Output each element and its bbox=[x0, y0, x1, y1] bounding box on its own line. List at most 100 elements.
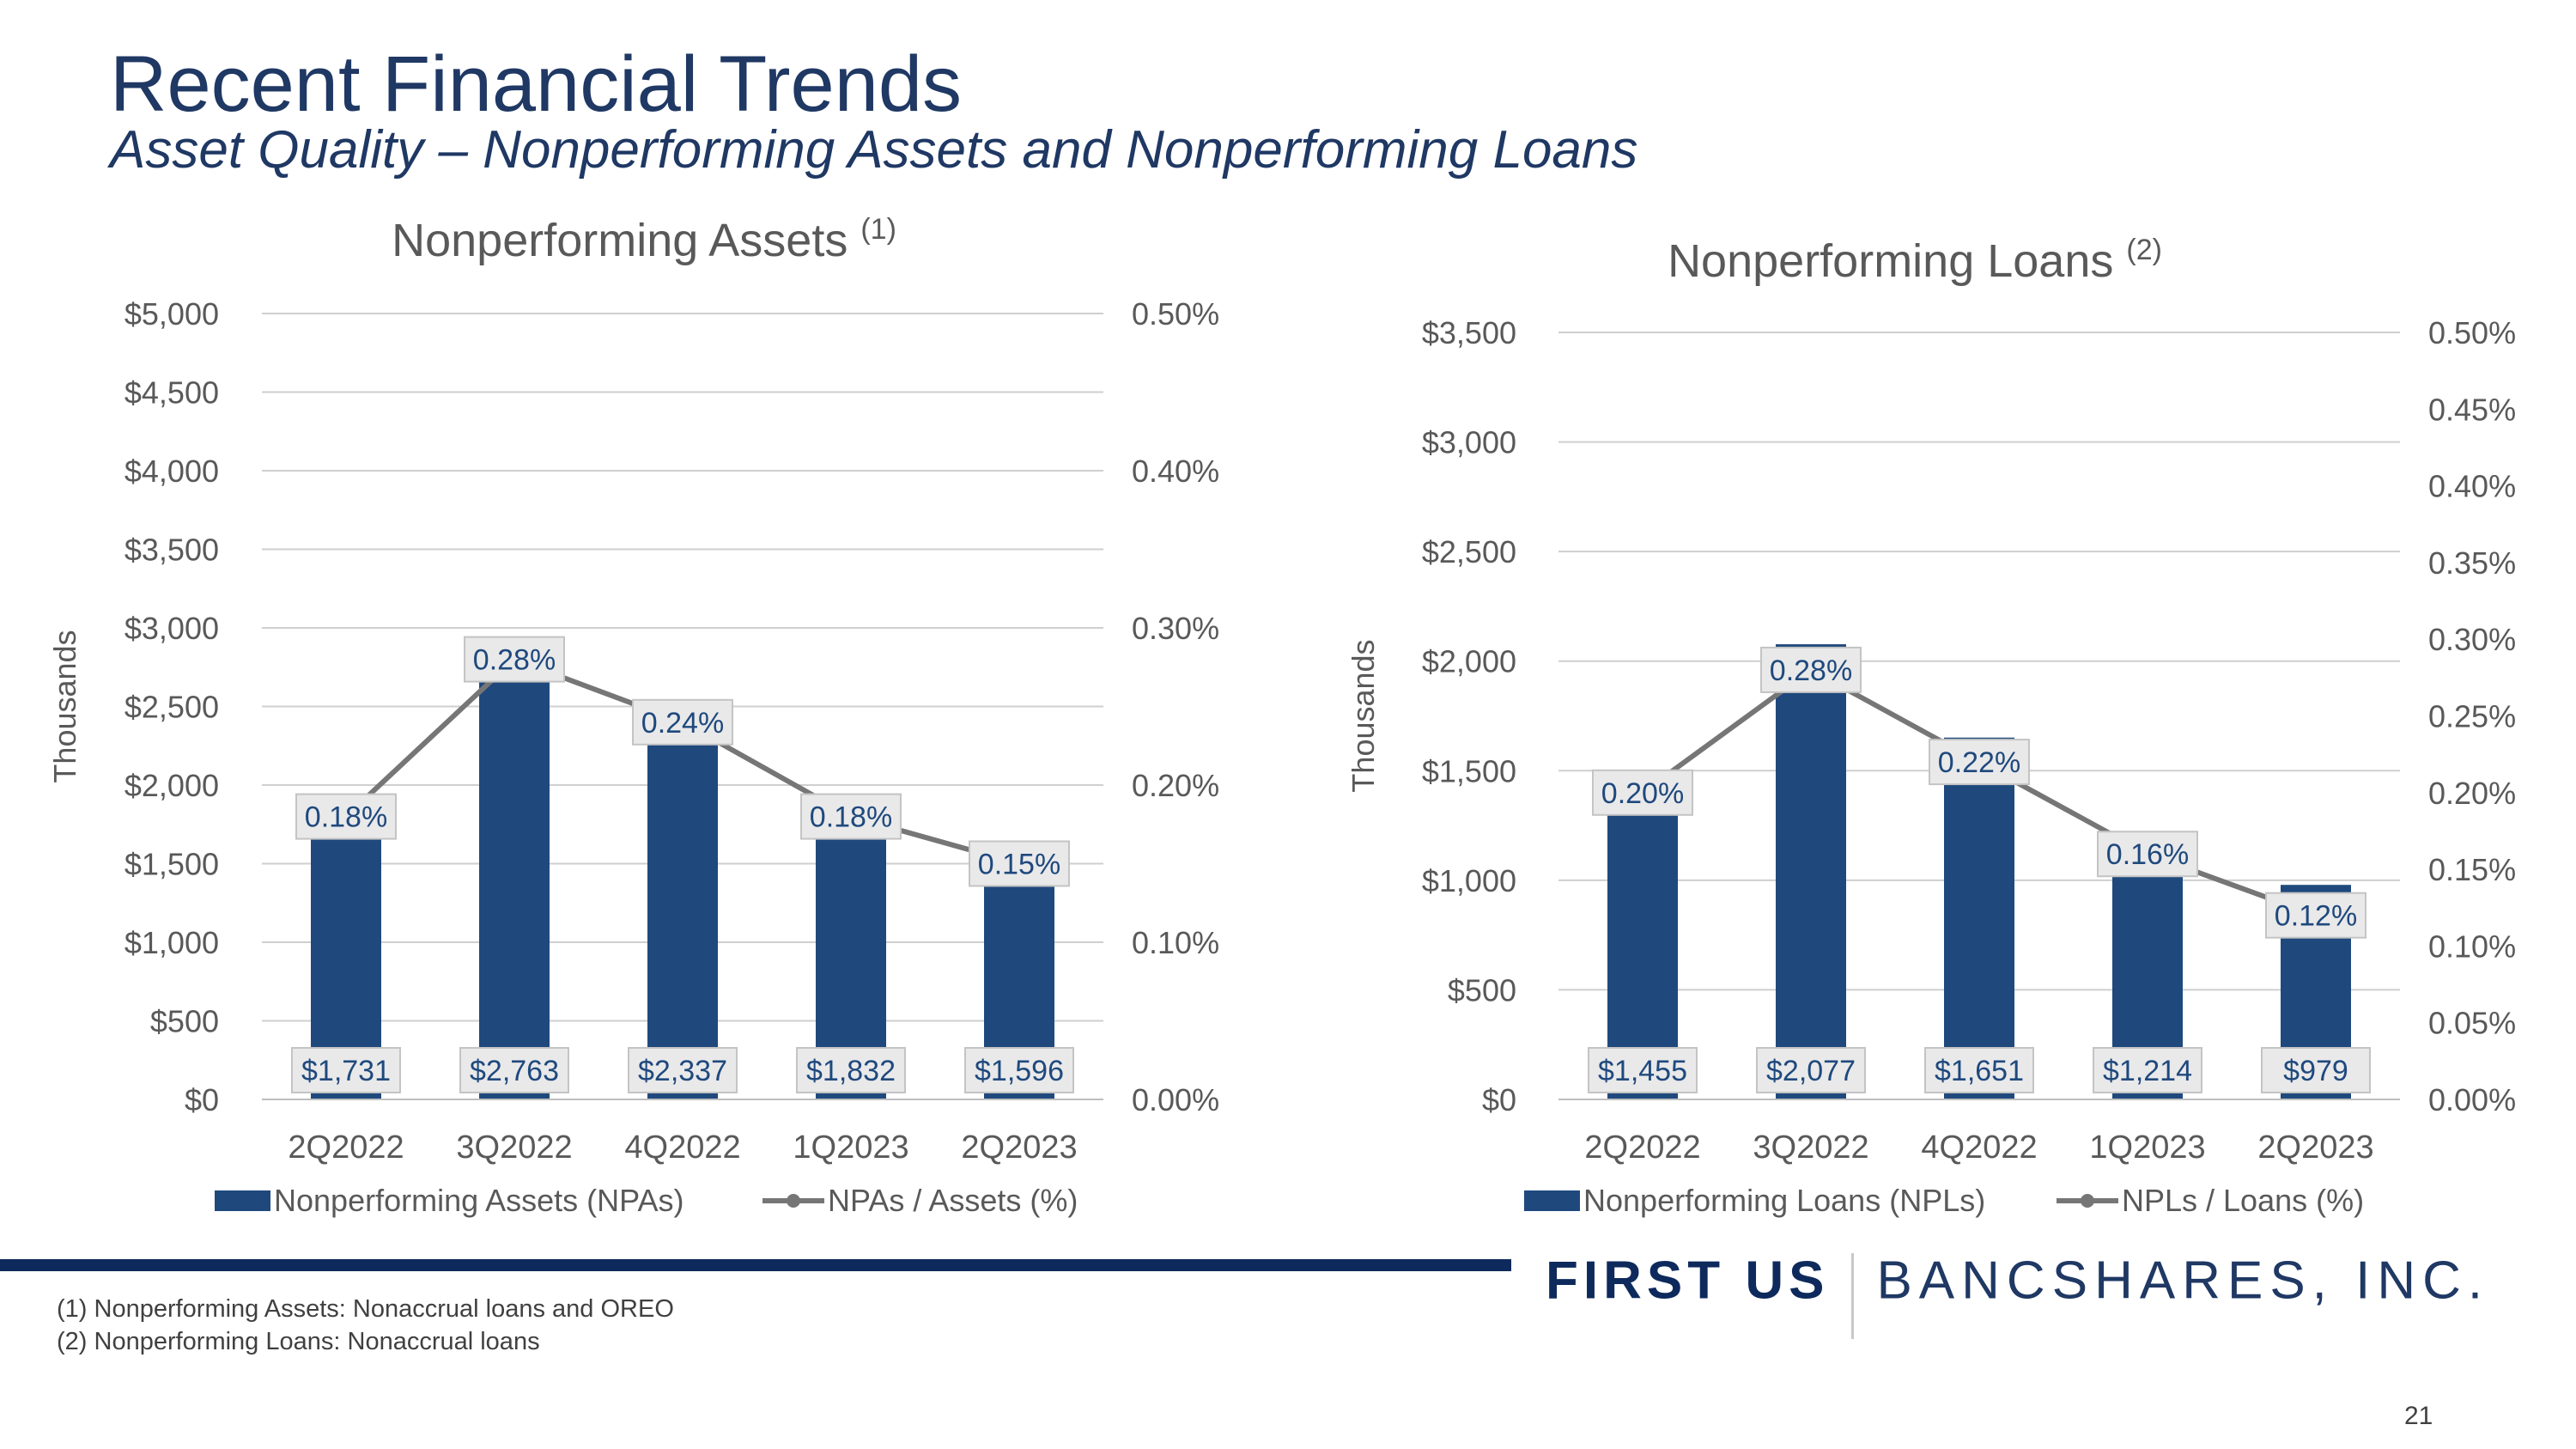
y2-tick-label: 0.35% bbox=[2428, 545, 2516, 581]
ratio-data-label: 0.15% bbox=[969, 840, 1070, 887]
ratio-data-label: 0.28% bbox=[464, 636, 565, 683]
legend-line-entry: NPLs / Loans (%) bbox=[2057, 1183, 2364, 1218]
legend-line-entry: NPAs / Assets (%) bbox=[762, 1183, 1078, 1218]
divider-rule bbox=[0, 1259, 1511, 1271]
y-tick-label: $2,500 bbox=[1422, 534, 1516, 569]
bar-data-label: $2,337 bbox=[628, 1047, 738, 1093]
svg-text:NPLs / Loans (%): NPLs / Loans (%) bbox=[2122, 1183, 2364, 1218]
footnotes: (1) Nonperforming Assets: Nonaccrual loa… bbox=[57, 1293, 674, 1358]
footnote-2: (2) Nonperforming Loans: Nonaccrual loan… bbox=[57, 1328, 540, 1355]
bar-data-label: $979 bbox=[2261, 1047, 2371, 1093]
bar-data-label: $1,214 bbox=[2093, 1047, 2202, 1093]
x-tick-label: 2Q2022 bbox=[1584, 1129, 1700, 1166]
y2-tick-label: 0.45% bbox=[2428, 392, 2516, 427]
svg-text:0.24%: 0.24% bbox=[641, 707, 724, 740]
svg-text:$1,832: $1,832 bbox=[806, 1055, 896, 1087]
y-tick-label: $2,000 bbox=[125, 768, 219, 803]
svg-text:Nonperforming Loans (NPLs): Nonperforming Loans (NPLs) bbox=[1583, 1183, 1985, 1218]
y-axis-label: Thousands bbox=[1346, 639, 1381, 792]
y2-tick-label: 0.50% bbox=[1132, 296, 1219, 332]
x-tick-label: 2Q2023 bbox=[2257, 1129, 2373, 1166]
ratio-data-label: 0.28% bbox=[1760, 646, 1862, 693]
y-tick-label: $500 bbox=[150, 1004, 219, 1039]
y2-tick-label: 0.25% bbox=[2428, 699, 2516, 734]
x-tick-label: 3Q2022 bbox=[1753, 1129, 1868, 1166]
y2-tick-label: 0.05% bbox=[2428, 1006, 2516, 1041]
legend-bar-entry: Nonperforming Assets (NPAs) bbox=[215, 1183, 684, 1218]
chart-title: Nonperforming Loans (2) bbox=[1668, 234, 2162, 287]
y-tick-label: $3,000 bbox=[125, 611, 219, 646]
ratio-data-label: 0.22% bbox=[1929, 739, 2030, 786]
y2-tick-label: 0.30% bbox=[2428, 622, 2516, 657]
chart-nonperforming-loans: Nonperforming Loans (2) $0 $500 $1,000 $1,50… bbox=[1288, 0, 2576, 1258]
page-subtitle: Asset Quality – Nonperforming Assets and… bbox=[110, 120, 1638, 180]
bar-data-label: $1,832 bbox=[796, 1047, 906, 1093]
bar-3Q2022 bbox=[479, 665, 550, 1099]
y-tick-label: $2,500 bbox=[125, 690, 219, 725]
y-tick-label: $5,000 bbox=[125, 296, 219, 332]
x-tick-label: 1Q2023 bbox=[793, 1129, 908, 1166]
svg-text:0.16%: 0.16% bbox=[2106, 838, 2189, 871]
bar-data-label: $1,731 bbox=[291, 1047, 401, 1093]
x-tick-label: 2Q2023 bbox=[961, 1129, 1077, 1166]
y-tick-label: $0 bbox=[1482, 1082, 1516, 1117]
y-tick-label: $4,500 bbox=[125, 375, 219, 411]
y-tick-label: $1,000 bbox=[125, 925, 219, 960]
svg-text:0.15%: 0.15% bbox=[978, 849, 1060, 881]
page-title: Recent Financial Trends bbox=[110, 40, 963, 128]
ratio-data-label: 0.24% bbox=[632, 698, 733, 746]
svg-text:0.20%: 0.20% bbox=[1601, 777, 1684, 810]
svg-text:NPAs / Assets (%): NPAs / Assets (%) bbox=[828, 1183, 1078, 1218]
brand-name-light: BANCSHARES, INC. bbox=[1876, 1251, 2490, 1311]
svg-text:Nonperforming Assets (NPAs): Nonperforming Assets (NPAs) bbox=[274, 1183, 684, 1218]
chart-svg: Nonperforming Assets (1) $0 $500 $1,000 $1,5… bbox=[47, 213, 1219, 1218]
svg-text:$1,214: $1,214 bbox=[2103, 1055, 2192, 1087]
svg-text:$2,337: $2,337 bbox=[638, 1055, 727, 1087]
bar-data-label: $2,077 bbox=[1756, 1047, 1866, 1093]
y-tick-label: $3,500 bbox=[125, 533, 219, 568]
ratio-data-label: 0.12% bbox=[2265, 892, 2366, 939]
x-tick-label: 1Q2023 bbox=[2089, 1129, 2205, 1166]
svg-text:$1,651: $1,651 bbox=[1935, 1055, 2024, 1087]
y-tick-label: $3,000 bbox=[1422, 425, 1516, 460]
y-tick-label: $500 bbox=[1448, 972, 1516, 1008]
chart-nonperforming-assets: Nonperforming Assets (1) $0 $500 $1,000 $1,5… bbox=[0, 0, 1288, 1258]
ratio-data-label: 0.16% bbox=[2097, 831, 2198, 878]
footnote-1: (1) Nonperforming Assets: Nonaccrual loa… bbox=[57, 1295, 674, 1323]
bar-3Q2022 bbox=[1776, 644, 1846, 1099]
svg-text:$2,077: $2,077 bbox=[1766, 1055, 1856, 1087]
y2-tick-label: 0.40% bbox=[1132, 454, 1219, 489]
x-tick-label: 4Q2022 bbox=[624, 1129, 740, 1166]
y-tick-label: $3,500 bbox=[1422, 315, 1516, 350]
svg-text:0.18%: 0.18% bbox=[305, 801, 387, 834]
bar-4Q2022 bbox=[647, 732, 718, 1099]
y-tick-label: $4,000 bbox=[125, 454, 219, 489]
y2-tick-label: 0.40% bbox=[2428, 469, 2516, 504]
svg-text:0.18%: 0.18% bbox=[810, 801, 892, 834]
y2-tick-label: 0.00% bbox=[1132, 1082, 1219, 1117]
y2-tick-label: 0.15% bbox=[2428, 852, 2516, 887]
svg-text:$979: $979 bbox=[2283, 1055, 2348, 1087]
x-tick-label: 2Q2022 bbox=[288, 1129, 404, 1166]
y2-tick-label: 0.10% bbox=[2428, 928, 2516, 964]
svg-text:0.12%: 0.12% bbox=[2275, 900, 2357, 933]
brand-separator bbox=[1851, 1253, 1855, 1339]
x-tick-label: 3Q2022 bbox=[456, 1129, 572, 1166]
chart-svg: Nonperforming Loans (2) $0 $500 $1,000 $1,50… bbox=[1346, 234, 2516, 1218]
svg-text:0.28%: 0.28% bbox=[1770, 654, 1852, 687]
bar-data-label: $1,596 bbox=[964, 1047, 1074, 1093]
bar-data-label: $2,763 bbox=[459, 1047, 569, 1093]
y2-tick-label: 0.20% bbox=[1132, 768, 1219, 803]
ratio-data-label: 0.18% bbox=[800, 793, 902, 840]
y-tick-label: $2,000 bbox=[1422, 644, 1516, 679]
x-tick-label: 4Q2022 bbox=[1921, 1129, 2037, 1166]
y-tick-label: $1,000 bbox=[1422, 863, 1516, 898]
legend-bar-entry: Nonperforming Loans (NPLs) bbox=[1524, 1183, 1985, 1218]
bar-data-label: $1,651 bbox=[1924, 1047, 2034, 1093]
brand-name-strong: FIRST US bbox=[1546, 1251, 1830, 1311]
svg-text:$2,763: $2,763 bbox=[470, 1055, 559, 1087]
svg-text:0.22%: 0.22% bbox=[1938, 746, 2020, 779]
bar-data-label: $1,455 bbox=[1588, 1047, 1698, 1093]
y2-tick-label: 0.30% bbox=[1132, 611, 1219, 646]
y2-tick-label: 0.20% bbox=[2428, 776, 2516, 811]
